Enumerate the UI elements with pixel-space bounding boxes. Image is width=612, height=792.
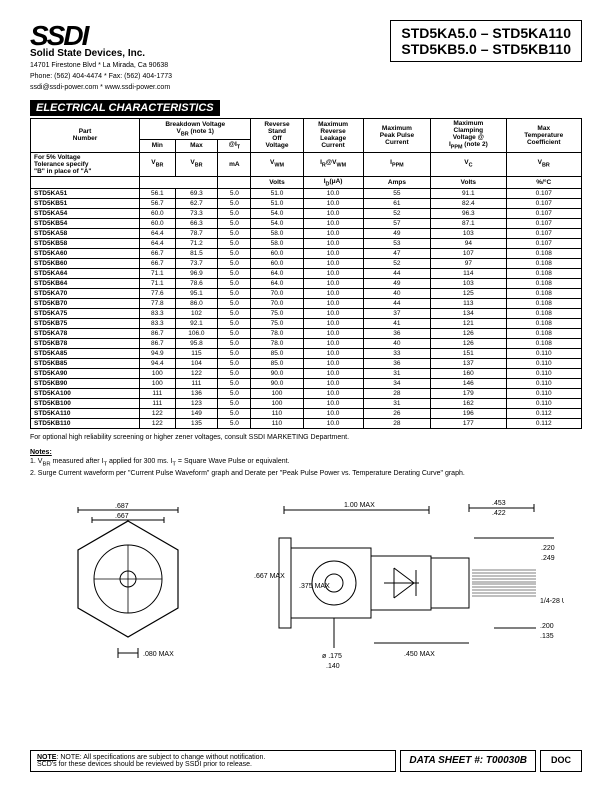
company-name: Solid State Devices, Inc.: [30, 48, 280, 59]
svg-text:1/4-28 UNF-2A: 1/4-28 UNF-2A: [540, 598, 564, 605]
hdr-mpp: Maximum Peak Pulse Current: [363, 119, 431, 152]
table-row: STD5KA7583.31025.075.010.0371340.108: [31, 308, 582, 318]
datasheet-number: DATA SHEET #: T00030B: [400, 750, 536, 772]
hdr-min: Min: [140, 139, 175, 152]
table-row: STD5KA7077.695.15.070.010.0401250.108: [31, 288, 582, 298]
svg-text:.422: .422: [492, 510, 506, 517]
table-row: STD5KA5156.169.35.051.010.05591.10.107: [31, 188, 582, 198]
svg-text:.667: .667: [115, 513, 129, 520]
svg-text:ø .175: ø .175: [322, 653, 342, 660]
footer-note: NOTE: NOTE: All specifications are subje…: [30, 750, 396, 772]
hdr-mrl: Maximum Reverse Leakage Current: [303, 119, 363, 152]
table-row: STD5KB5460.066.35.054.010.05787.10.107: [31, 218, 582, 228]
footer: NOTE: NOTE: All specifications are subje…: [30, 750, 582, 772]
table-row: STD5KA5864.478.75.058.010.0491030.107: [31, 228, 582, 238]
hdr-bv: Breakdown Voltage VBR (note 1): [140, 119, 251, 139]
hdr-vc: VC: [431, 152, 506, 176]
hdr-pct: %/°C: [506, 176, 582, 188]
svg-text:.450 MAX: .450 MAX: [404, 651, 435, 658]
notes-title: Notes:: [30, 449, 52, 456]
svg-text:.453: .453: [492, 500, 506, 507]
svg-text:.375 MAX: .375 MAX: [299, 583, 330, 590]
table-row: STD5KA5460.073.35.054.010.05296.30.107: [31, 208, 582, 218]
hdr-ippm: IPPM: [363, 152, 431, 176]
hex-view-icon: .687 .667 .080 MAX: [48, 503, 208, 683]
table-row: STD5KB8594.41045.085.010.0361370.110: [31, 358, 582, 368]
section-heading: ELECTRICAL CHARACTERISTICS: [30, 100, 220, 116]
doc-label: DOC: [540, 750, 582, 772]
table-row: STD5KA6066.781.55.060.010.0471070.108: [31, 248, 582, 258]
table-row: STD5KA8594.91155.085.010.0331510.110: [31, 348, 582, 358]
header: SSDI Solid State Devices, Inc. 14701 Fir…: [30, 20, 582, 92]
table-row: STD5KA1101221495.011010.0261960.112: [31, 408, 582, 418]
hdr-it: @IT: [218, 139, 251, 152]
hdr-vbr-tc: VBR: [506, 152, 582, 176]
optional-note: For optional high reliability screening …: [30, 433, 582, 442]
table-row: STD5KB6471.178.65.064.010.0491030.108: [31, 278, 582, 288]
table-row: STD5KA901001225.090.010.0311600.110: [31, 368, 582, 378]
hdr-rso: Reverse Stand Off Voltage: [251, 119, 303, 152]
part-title-box: STD5KA5.0 – STD5KA110 STD5KB5.0 – STD5KB…: [390, 20, 582, 62]
hdr-mcv: Maximum Clamping Voltage @ IPPM (note 2): [431, 119, 506, 152]
hdr-part: Part Number: [31, 119, 140, 152]
title-line2: STD5KB5.0 – STD5KB110: [401, 41, 571, 57]
table-row: STD5KA6471.196.95.064.010.0441140.108: [31, 268, 582, 278]
table-row: STD5KB5864.471.25.058.010.053940.107: [31, 238, 582, 248]
table-row: STD5KB7077.886.05.070.010.0441130.108: [31, 298, 582, 308]
table-row: STD5KB1101221355.011010.0281770.112: [31, 418, 582, 428]
notes-block: Notes: 1. VBR measured after IT applied …: [30, 448, 582, 478]
note-2: 2. Surge Current waveform per "Current P…: [30, 470, 465, 477]
table-row: STD5KA1001111365.010010.0281790.110: [31, 388, 582, 398]
logo-block: SSDI Solid State Devices, Inc. 14701 Fir…: [30, 20, 280, 92]
hdr-volts: Volts: [251, 176, 303, 188]
hdr-mtc: Max Temperature Coefficient: [506, 119, 582, 152]
electrical-table: Part Number Breakdown Voltage VBR (note …: [30, 118, 582, 429]
svg-text:.135: .135: [540, 633, 554, 640]
svg-text:.220: .220: [541, 545, 555, 552]
table-row: STD5KB6066.773.75.060.010.052970.108: [31, 258, 582, 268]
svg-text:.080 MAX: .080 MAX: [143, 651, 174, 658]
phone: Phone: (562) 404-4474 * Fax: (562) 404-1…: [30, 72, 280, 81]
hdr-id: ID(μA): [303, 176, 363, 188]
side-view-icon: 1.00 MAX .453 .422 .220 .249 1/4-28 UNF-2…: [244, 498, 564, 688]
svg-text:1.00 MAX: 1.00 MAX: [344, 502, 375, 509]
svg-text:.667 MAX: .667 MAX: [254, 573, 285, 580]
hdr-volts2: Volts: [431, 176, 506, 188]
mechanical-diagram: .687 .667 .080 MAX 1.00 MAX .453 .422 .2…: [30, 488, 582, 698]
hdr-vbr-min: VBR: [140, 152, 175, 176]
hdr-vbr-max: VBR: [175, 152, 218, 176]
hdr-ma: mA: [218, 152, 251, 176]
table-row: STD5KB901001115.090.010.0341460.110: [31, 378, 582, 388]
hdr-amps: Amps: [363, 176, 431, 188]
svg-text:.140: .140: [326, 663, 340, 670]
web: ssdi@ssdi-power.com * www.ssdi-power.com: [30, 83, 280, 92]
hdr-ir: IR@VWM: [303, 152, 363, 176]
table-row: STD5KB5156.762.75.051.010.06182.40.107: [31, 198, 582, 208]
table-row: STD5KB1001111235.010010.0311620.110: [31, 398, 582, 408]
note-1: 1. VBR measured after IT applied for 300…: [30, 458, 290, 465]
table-row: STD5KB7583.392.15.075.010.0411210.108: [31, 318, 582, 328]
table-row: STD5KA7886.7106.05.078.010.0361260.108: [31, 328, 582, 338]
hdr-max: Max: [175, 139, 218, 152]
address: 14701 Firestone Blvd * La Mirada, Ca 906…: [30, 61, 280, 70]
hdr-tol: For 5% Voltage Tolerance specify "B" in …: [31, 152, 140, 176]
table-row: STD5KB7886.795.85.078.010.0401260.108: [31, 338, 582, 348]
hdr-vwm: VWM: [251, 152, 303, 176]
svg-text:.687: .687: [115, 503, 129, 510]
svg-text:.249: .249: [541, 555, 555, 562]
svg-text:.200: .200: [540, 623, 554, 630]
title-line1: STD5KA5.0 – STD5KA110: [401, 25, 571, 41]
